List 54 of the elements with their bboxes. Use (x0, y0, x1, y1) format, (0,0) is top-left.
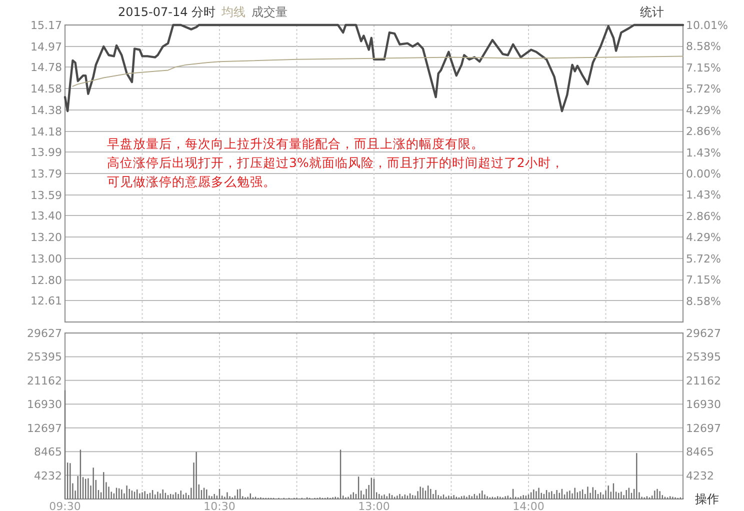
y2-tick-label: 8.58% (686, 294, 721, 308)
y-tick-label: 12697 (27, 422, 62, 435)
y2-tick-label: 4232 (686, 469, 714, 482)
y2-tick-label: 8465 (686, 446, 714, 459)
y-tick-label: 14.78 (30, 60, 62, 74)
y2-tick-label: 10.01% (686, 19, 728, 32)
y-tick-label: 4232 (34, 469, 62, 482)
y2-tick-label: 2.86% (686, 125, 721, 138)
y-tick-label: 15.17 (30, 19, 62, 32)
y2-tick-label: 2.86% (686, 210, 721, 223)
y2-tick-label: 1.43% (686, 146, 721, 160)
y2-tick-label: 21162 (686, 374, 721, 388)
y-tick-label: 13.00 (30, 252, 62, 266)
y-tick-label: 21162 (27, 374, 62, 388)
y2-tick-label: 29627 (686, 327, 721, 340)
y-tick-label: 8465 (34, 446, 62, 459)
y-tick-label: 13.79 (30, 168, 62, 180)
y2-tick-label: 25395 (686, 350, 721, 364)
y-tick-label: 14.38 (30, 104, 62, 118)
y2-tick-label: 4.29% (686, 104, 721, 117)
y-tick-label: 12.61 (30, 294, 62, 308)
annotation: 高位涨停后出现打开，打压超过3%就面临风险，而且打开的时间超过了2小时， (107, 155, 564, 170)
text: 操作 (695, 492, 719, 506)
y2-tick-label: 12697 (686, 422, 721, 435)
y2-tick-label: 7.15% (686, 274, 721, 287)
y-tick-label: 13.40 (30, 209, 62, 222)
y-tick-label: 14.97 (30, 40, 62, 54)
y2-tick-label: 5.72% (686, 252, 721, 266)
annotation: 可见做涨停的意愿多么勉强。 (107, 174, 276, 189)
y2-tick-label: 8.58% (686, 40, 721, 54)
header: 2015-07-14 分时 均线 成交量 (118, 5, 288, 19)
y-tick-label: 14.58 (30, 82, 62, 96)
x-tick-label: 10:30 (204, 500, 236, 511)
y2-tick-label: 1.43% (686, 188, 721, 202)
x-tick-label: 14:00 (512, 500, 544, 511)
y-tick-label: 29627 (27, 327, 62, 340)
line-series (72, 56, 684, 87)
y2-tick-label: 0.00% (686, 168, 721, 180)
y-tick-label: 13.99 (30, 146, 62, 159)
annotation: 早盘放量后，每次向上拉升没有量能配合，而且上涨的幅度有限。 (107, 136, 484, 151)
y-tick-label: 12.80 (30, 274, 62, 288)
y-tick-label: 13.59 (30, 189, 62, 202)
y-tick-label: 16930 (27, 398, 62, 412)
x-tick-label: 09:30 (49, 500, 81, 511)
text: 统计 (640, 5, 664, 19)
y2-tick-label: 7.15% (686, 61, 721, 74)
y-tick-label: 14.18 (30, 126, 62, 139)
line-series (64, 24, 684, 112)
y-tick-label: 25395 (27, 350, 62, 364)
y2-tick-label: 4.29% (686, 231, 721, 244)
y2-tick-label: 16930 (686, 398, 721, 412)
y2-tick-label: 5.72% (686, 82, 721, 96)
y-tick-label: 13.20 (30, 230, 62, 244)
x-tick-label: 13:00 (358, 500, 390, 511)
